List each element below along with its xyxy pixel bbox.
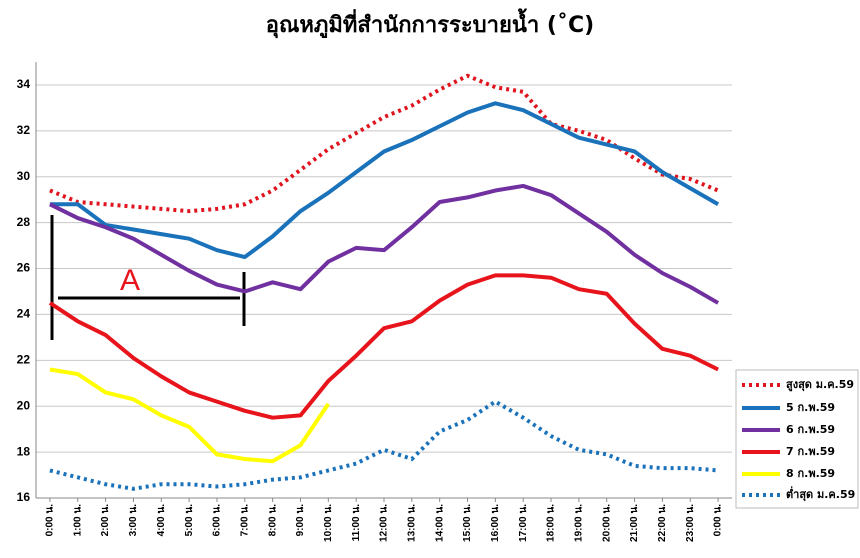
chart-title: อุณหภูมิที่สำนักการระบายน้ำ (˚C) (266, 8, 594, 39)
x-tick-label: 3:00 น. (128, 504, 139, 537)
x-tick-label: 1:00 น. (72, 504, 83, 537)
series-line (49, 73, 719, 214)
x-tick-label: 5:00 น. (184, 504, 195, 537)
x-tick-label: 21:00 น. (629, 504, 640, 542)
y-tick-label: 26 (17, 261, 31, 275)
series-line (49, 183, 720, 305)
x-tick-label: 18:00 น. (546, 504, 557, 542)
x-tick-label: 16:00 น. (490, 504, 501, 542)
x-tick-label: 0:00 น. (713, 504, 724, 537)
x-tick-label: 10:00 น. (323, 504, 334, 542)
x-tick-label: 15:00 น. (462, 504, 473, 542)
legend-label: 8 ก.พ.59 (786, 467, 835, 480)
y-tick-label: 34 (17, 77, 31, 91)
x-tick-label: 8:00 น. (267, 504, 278, 537)
y-tick-label: 20 (17, 398, 31, 412)
x-tick-label: 20:00 น. (601, 504, 612, 542)
x-tick-label: 17:00 น. (518, 504, 529, 542)
legend-label: 7 ก.พ.59 (786, 445, 835, 458)
legend-box (735, 369, 859, 509)
x-tick-label: 9:00 น. (295, 504, 306, 537)
y-tick-label: 28 (17, 215, 31, 229)
series-line (49, 367, 330, 464)
series-line (48, 273, 719, 420)
x-tick-label: 11:00 น. (351, 504, 362, 542)
x-tick-label: 7:00 น. (239, 504, 250, 537)
y-tick-label: 18 (17, 444, 31, 458)
y-tick-label: 30 (17, 169, 31, 183)
series-line (49, 399, 719, 491)
x-tick-label: 19:00 น. (574, 504, 585, 542)
legend-label: 6 ก.พ.59 (786, 423, 835, 436)
x-tick-label: 2:00 น. (100, 504, 111, 537)
x-tick-label: 6:00 น. (212, 504, 223, 537)
legend-label: 5 ก.พ.59 (786, 401, 835, 414)
y-tick-label: 22 (17, 352, 31, 366)
grid (36, 84, 732, 499)
y-tick-label: 24 (17, 307, 31, 321)
x-tick-label: 22:00 น. (657, 504, 668, 542)
x-tick-label: 4:00 น. (156, 504, 167, 537)
x-tick-label: 14:00 น. (434, 504, 445, 542)
x-tick-label: 12:00 น. (379, 504, 390, 542)
series-line (49, 101, 720, 260)
y-tick-label: 32 (17, 123, 31, 137)
x-tick-label: 0:00 น. (45, 504, 56, 537)
x-tick-label: 23:00 น. (685, 504, 696, 542)
x-tick-label: 13:00 น. (406, 504, 417, 542)
annotation: A (120, 264, 140, 297)
legend-label: ต่ำสุด ม.ค.59 (786, 486, 855, 502)
y-tick-label: 16 (17, 490, 31, 504)
legend-label: สูงสุด ม.ค.59 (786, 378, 854, 392)
